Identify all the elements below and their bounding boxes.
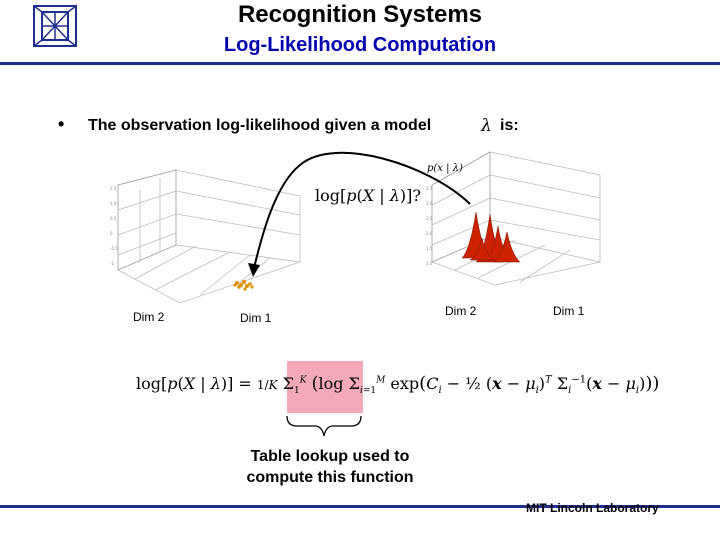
header-rule bbox=[0, 62, 720, 65]
svg-text:2.5: 2.5 bbox=[426, 216, 433, 221]
page-subtitle: Log-Likelihood Computation bbox=[223, 34, 497, 56]
caption-line-2: compute this function bbox=[246, 469, 414, 486]
right-3d-plot bbox=[431, 151, 601, 286]
question-formula: log[p(X | λ)]? bbox=[315, 186, 421, 205]
svg-text:3.0: 3.0 bbox=[426, 201, 433, 206]
page-title: Recognition Systems bbox=[237, 1, 483, 28]
svg-text:1.5: 1.5 bbox=[110, 186, 117, 191]
bullet-tail: is: bbox=[500, 117, 519, 134]
footer-label: MIT Lincoln Laboratory bbox=[526, 501, 659, 515]
svg-text:3.5: 3.5 bbox=[426, 186, 433, 191]
svg-text:-1: -1 bbox=[110, 261, 114, 266]
left-tick-labels: 1.5 1.0 0.5 0 -0.5 -1 bbox=[110, 186, 118, 266]
left-axis-dim2: Dim 2 bbox=[133, 310, 165, 324]
bullet-icon: • bbox=[58, 114, 65, 134]
bullet-text: The observation log-likelihood given a m… bbox=[88, 117, 432, 134]
svg-text:1.0: 1.0 bbox=[426, 261, 433, 266]
svg-text:2.0: 2.0 bbox=[426, 231, 433, 236]
svg-text:1.5: 1.5 bbox=[426, 246, 433, 251]
arrow-curve bbox=[253, 151, 471, 269]
right-axis-dim2: Dim 2 bbox=[445, 304, 477, 318]
svg-text:0: 0 bbox=[110, 231, 113, 236]
svg-text:0.5: 0.5 bbox=[110, 216, 117, 221]
probability-label: p(x | λ) bbox=[427, 163, 463, 174]
lookup-caption: Table lookup used to compute this functi… bbox=[215, 446, 445, 488]
scatter-points bbox=[233, 280, 254, 291]
underbrace bbox=[286, 415, 362, 437]
left-3d-plot bbox=[117, 169, 301, 304]
right-axis-dim1: Dim 1 bbox=[553, 304, 585, 318]
left-axis-dim1: Dim 1 bbox=[240, 311, 272, 325]
lambda-symbol: λ bbox=[481, 116, 492, 136]
footer-rule bbox=[0, 505, 720, 508]
log-likelihood-formula: log[p(X | λ)] = 1/K Σ1K (log Σi=1M exp(C… bbox=[136, 373, 660, 397]
gaussian-peaks bbox=[461, 211, 521, 263]
caption-line-1: Table lookup used to bbox=[250, 448, 410, 465]
mit-ll-logo bbox=[33, 5, 77, 47]
lookup-highlight bbox=[287, 361, 363, 413]
svg-text:1.0: 1.0 bbox=[110, 201, 117, 206]
svg-text:-0.5: -0.5 bbox=[110, 246, 118, 251]
arrow-head bbox=[248, 263, 260, 277]
right-tick-labels: 3.5 3.0 2.5 2.0 1.5 1.0 bbox=[426, 186, 433, 266]
